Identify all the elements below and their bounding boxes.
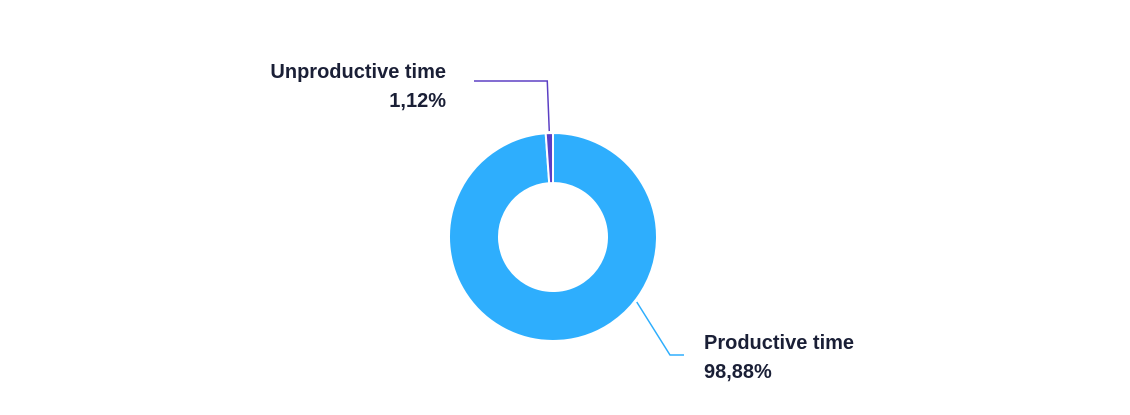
label-productive-value: 98,88%: [704, 361, 772, 383]
leader-lines: [474, 80, 684, 356]
label-productive-name: Productive time: [704, 332, 854, 354]
slice-unproductive-time[interactable]: [544, 131, 554, 185]
slice-productive-time[interactable]: [448, 131, 658, 342]
label-unproductive-name: Unproductive time: [270, 61, 446, 83]
donut-slices: [448, 131, 658, 342]
leader-line-productive: [636, 301, 684, 356]
leader-line-unproductive: [474, 80, 551, 132]
label-unproductive-value: 1,12%: [389, 90, 446, 112]
